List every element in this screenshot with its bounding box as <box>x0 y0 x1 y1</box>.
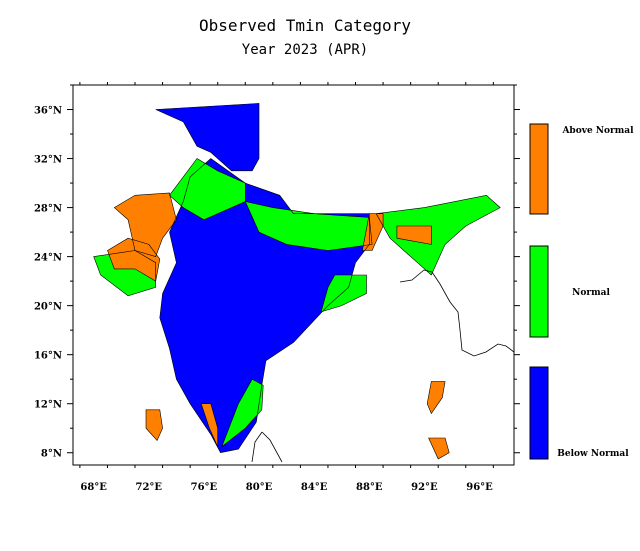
y-tick-label: 32°N <box>34 155 62 166</box>
region-above-normal-8 <box>114 192 177 257</box>
x-tick-label: 80°E <box>246 482 273 493</box>
x-axis-labels: 68°E 72°E 76°E 80°E 84°E 88°E 92°E 96°E <box>80 482 493 493</box>
region-below-normal-0 <box>155 103 259 171</box>
legend-swatch-normal <box>529 245 549 338</box>
chart-title: Observed Tmin Category <box>199 16 411 35</box>
region-above-normal-9 <box>107 238 160 282</box>
map-layer <box>93 103 501 460</box>
legend: Above Normal Normal Below Normal <box>529 123 634 460</box>
region-normal-6 <box>376 195 501 275</box>
x-tick-label: 96°E <box>466 482 493 493</box>
y-tick-label: 8°N <box>41 449 62 460</box>
y-tick-label: 20°N <box>34 302 62 313</box>
region-above-normal-11 <box>396 226 432 245</box>
legend-label-below-normal: Below Normal <box>557 449 629 459</box>
y-tick-label: 12°N <box>34 400 62 411</box>
y-tick-label: 28°N <box>34 204 62 215</box>
region-above-normal-13 <box>428 438 450 459</box>
region-above-normal-12 <box>427 381 446 414</box>
x-tick-label: 88°E <box>356 482 383 493</box>
legend-label-above-normal: Above Normal <box>561 126 634 136</box>
axis-ticks <box>67 82 520 468</box>
region-above-normal-14 <box>146 409 163 441</box>
x-tick-label: 76°E <box>191 482 218 493</box>
y-tick-label: 36°N <box>34 106 62 117</box>
x-tick-label: 68°E <box>80 482 107 493</box>
x-tick-label: 72°E <box>136 482 163 493</box>
x-tick-label: 92°E <box>411 482 438 493</box>
legend-label-normal: Normal <box>572 288 610 298</box>
y-tick-label: 16°N <box>34 351 62 362</box>
region-normal-2 <box>169 158 246 220</box>
region-normal-7 <box>221 379 264 447</box>
legend-swatch-below-normal <box>529 366 549 460</box>
legend-swatch-above-normal <box>529 123 549 215</box>
y-tick-label: 24°N <box>34 253 62 264</box>
neighbor-coastline <box>251 269 514 463</box>
region-normal-5 <box>321 275 367 312</box>
x-tick-label: 84°E <box>301 482 328 493</box>
plot-frame <box>72 84 515 466</box>
chart-subtitle: Year 2023 (APR) <box>241 42 369 58</box>
region-normal-4 <box>245 201 373 251</box>
y-axis-labels: 36°N 32°N 28°N 24°N 20°N 16°N 12°N 8°N <box>34 106 62 460</box>
